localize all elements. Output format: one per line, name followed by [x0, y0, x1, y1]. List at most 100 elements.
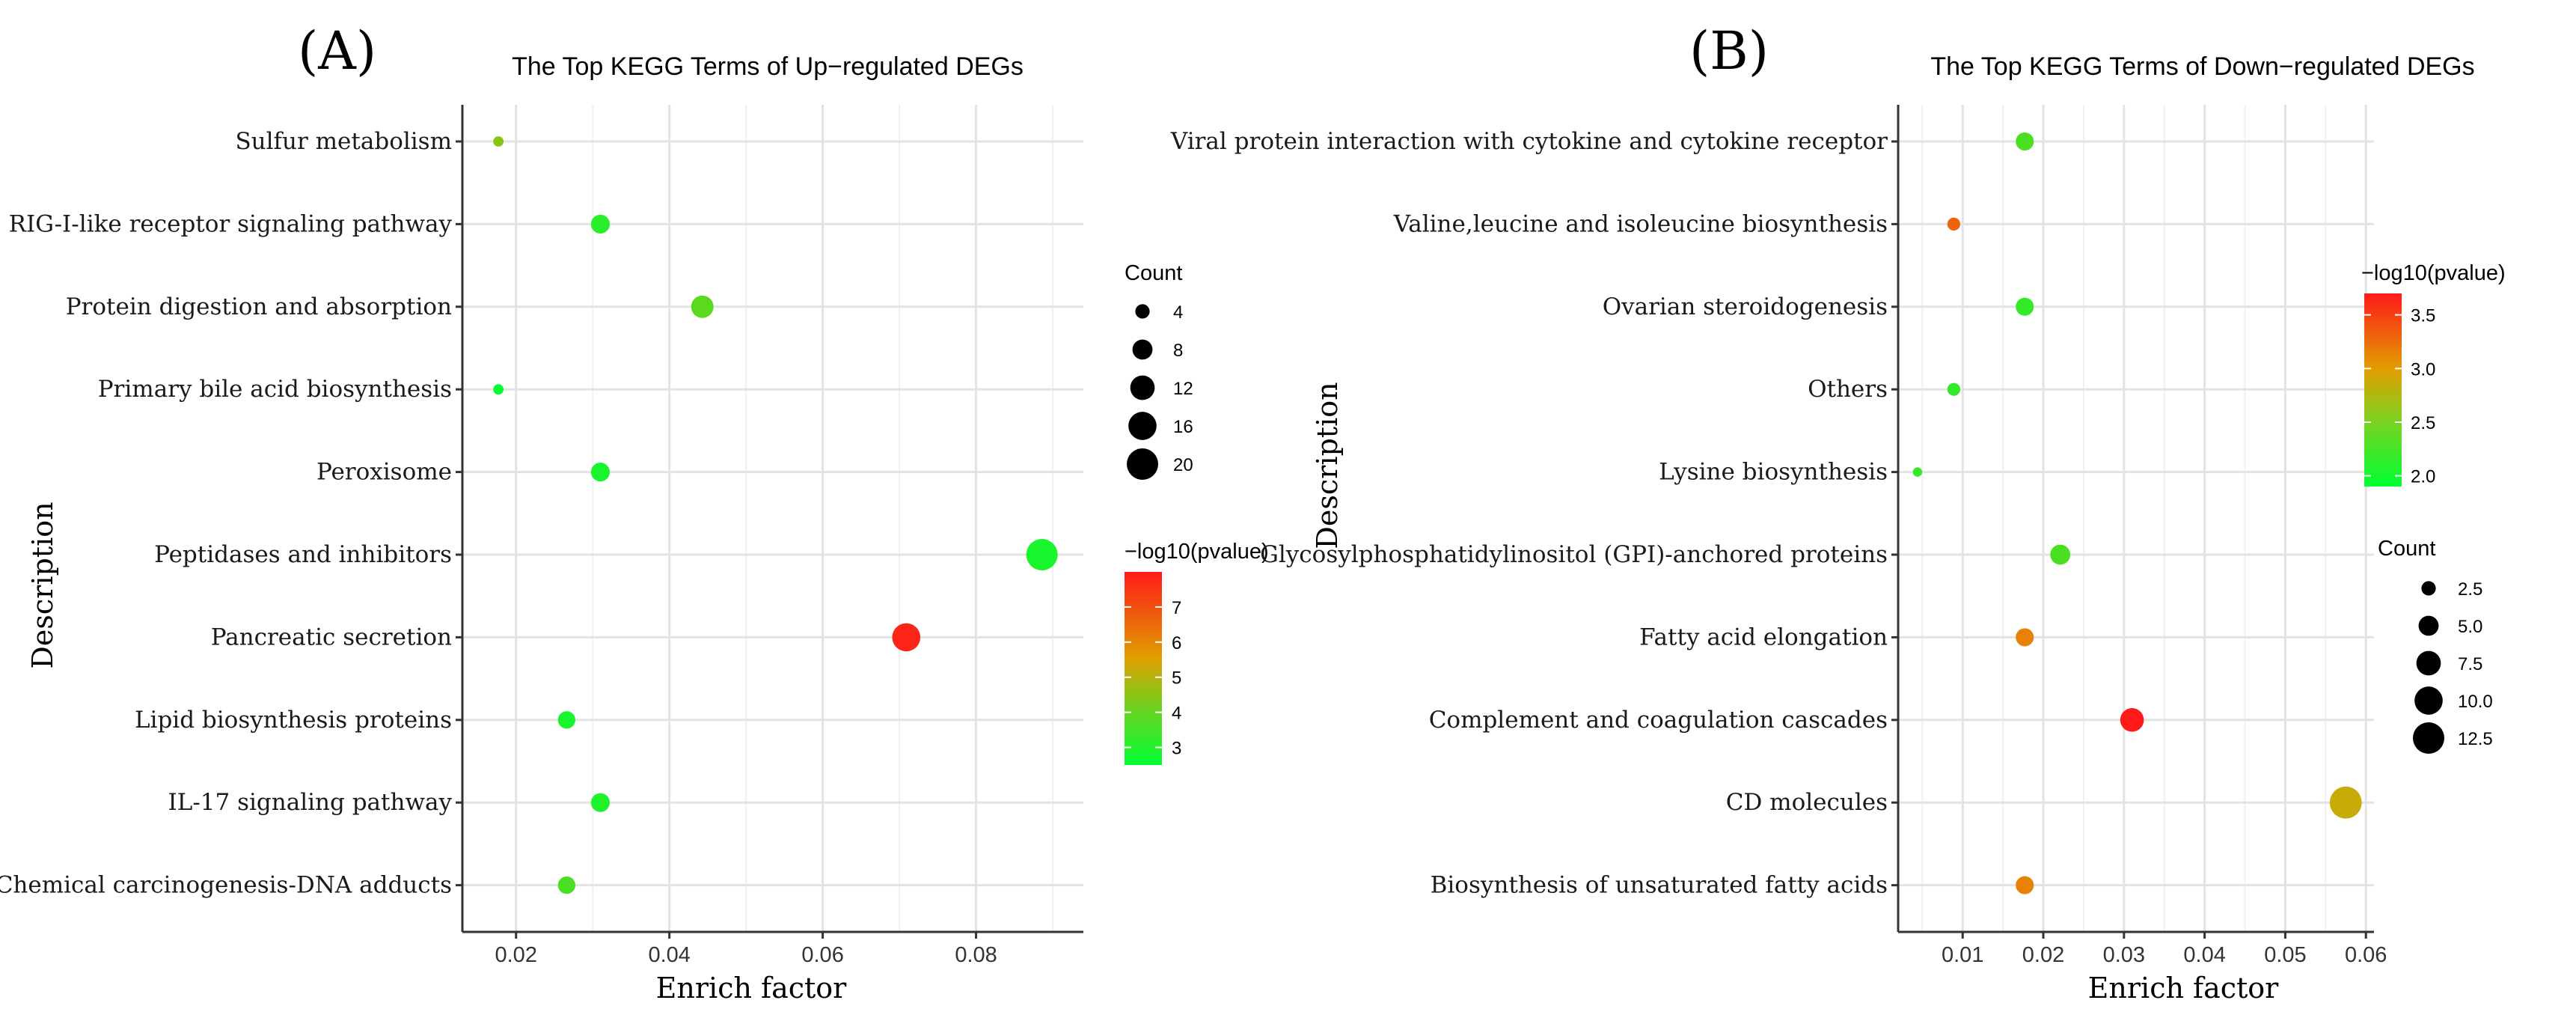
panel-a-colorbar — [1125, 572, 1162, 765]
panel-a-point — [590, 214, 611, 234]
panel-a-category-label: Protein digestion and absorption — [66, 293, 452, 320]
panel-a-category-label: Chemical carcinogenesis-DNA adducts — [0, 872, 452, 899]
panel-b: (B) The Top KEGG Terms of Down−regulated… — [1170, 20, 2506, 1005]
panel-b-title: The Top KEGG Terms of Down−regulated DEG… — [1930, 52, 2474, 81]
panel-b-count-legend-dot — [2418, 615, 2439, 636]
panel-b-count-legend: Count 2.5 5.0 7.5 10.0 12.5 — [2378, 537, 2493, 754]
panel-a-plot-background — [462, 105, 1083, 932]
panel-a-point — [493, 136, 504, 147]
panel-b-count-legend-label: 12.5 — [2458, 729, 2493, 749]
panel-a-colorbar-tick-label: 7 — [1172, 598, 1181, 618]
panel-b-x-tick-label: 0.05 — [2264, 943, 2306, 967]
panel-b-count-legend-label: 2.5 — [2458, 579, 2482, 600]
panel-a-count-legend-label: 20 — [1173, 455, 1193, 475]
panel-b-point — [1947, 382, 1961, 396]
panel-b-point — [2120, 707, 2144, 732]
panel-b-colorbar-tick-label: 2.0 — [2411, 467, 2435, 487]
panel-b-plot-area: 0.01 0.02 0.03 0.04 0.05 0.06 Viral protein in… — [1170, 105, 2387, 967]
panel-a-x-tick-label: 0.02 — [495, 943, 537, 967]
panel-b-colorbar — [2364, 293, 2402, 487]
panel-a-count-legend-dot — [1130, 375, 1155, 400]
panel-a-point — [557, 711, 576, 729]
panel-a-colorbar-tick-label: 4 — [1172, 704, 1181, 724]
panel-b-category-label: Glycosylphosphatidylinositol (GPI)-ancho… — [1260, 541, 1888, 568]
panel-a-count-legend-dot — [1127, 448, 1158, 480]
panel-b-category-label: Fatty acid elongation — [1639, 624, 1888, 650]
panel-a-point — [590, 793, 611, 812]
panel-b-point — [2329, 786, 2362, 819]
panel-b-color-legend-title: −log10(pvalue) — [2361, 261, 2506, 285]
panel-a-x-tick-label: 0.04 — [648, 943, 690, 967]
panel-a-count-legend: Count 4 8 12 16 20 — [1125, 261, 1193, 480]
panel-b-point — [2016, 876, 2034, 894]
panel-b-colorbar-tick-label: 2.5 — [2411, 413, 2435, 433]
panel-a-count-legend-label: 12 — [1173, 379, 1193, 399]
panel-a-label: (A) — [298, 20, 376, 82]
panel-b-point — [1947, 217, 1961, 231]
panel-b-category-label: CD molecules — [1726, 789, 1888, 816]
panel-a-count-legend-dot — [1132, 339, 1153, 360]
panel-a-color-legend: −log10(pvalue) 3 4 5 6 7 — [1125, 540, 1269, 765]
panel-a-point — [493, 384, 504, 395]
panel-a-category-label: Peptidases and inhibitors — [154, 541, 452, 568]
panel-b-color-legend: −log10(pvalue) 2.0 2.5 3.0 3.5 — [2361, 261, 2506, 487]
panel-a-point — [590, 463, 611, 482]
panel-b-x-tick-label: 0.06 — [2345, 943, 2387, 967]
panel-a-category-label: Sulfur metabolism — [235, 128, 452, 155]
panel-b-count-legend-dot — [2416, 650, 2441, 676]
panel-b-x-tick-label: 0.01 — [1942, 943, 1983, 967]
panel-b-count-legend-dot — [2414, 686, 2443, 715]
panel-b-y-axis-title: Description — [1311, 382, 1344, 549]
panel-a-plot-area: 0.02 0.04 0.06 0.08 Sulfur metabolism RIG-I-l… — [0, 105, 1083, 967]
panel-b-label: (B) — [1689, 20, 1769, 82]
panel-b-point — [1912, 467, 1923, 477]
panel-b-category-label: Complement and coagulation cascades — [1429, 707, 1888, 734]
panel-b-plot-background — [1898, 105, 2374, 932]
panel-a-point — [557, 876, 576, 894]
panel-a-count-legend-dot — [1135, 304, 1150, 319]
panel-a-category-label: Primary bile acid biosynthesis — [98, 376, 452, 403]
panel-a-colorbar-tick-label: 6 — [1172, 633, 1181, 653]
panel-a-category-label: Pancreatic secretion — [211, 624, 452, 650]
panel-b-count-legend-label: 10.0 — [2458, 692, 2493, 712]
panel-a-count-legend-label: 16 — [1173, 417, 1193, 437]
panel-b-x-tick-label: 0.02 — [2022, 943, 2064, 967]
panel-a-count-legend-label: 4 — [1173, 302, 1183, 323]
panel-b-count-legend-title: Count — [2378, 537, 2435, 561]
panel-b-point — [2016, 297, 2034, 316]
panel-b-category-label: Viral protein interaction with cytokine … — [1170, 128, 1888, 155]
panel-b-colorbar-tick-label: 3.5 — [2411, 306, 2435, 326]
panel-b-category-label: Others — [1808, 376, 1888, 403]
panel-a: (A) The Top KEGG Terms of Up−regulated D… — [0, 20, 1269, 1005]
panel-a-point — [691, 295, 714, 318]
panel-b-count-legend-label: 5.0 — [2458, 617, 2482, 637]
panel-a-count-legend-dot — [1128, 412, 1157, 440]
panel-b-point — [2050, 544, 2071, 565]
panel-a-count-legend-title: Count — [1125, 261, 1182, 285]
panel-b-count-legend-dot — [2413, 722, 2444, 754]
panel-b-x-tick-label: 0.03 — [2103, 943, 2145, 967]
panel-a-category-label: Peroxisome — [316, 459, 452, 486]
panel-b-x-axis-title: Enrich factor — [2088, 972, 2280, 1005]
panel-b-count-legend-label: 7.5 — [2458, 654, 2482, 674]
panel-b-colorbar-tick-label: 3.0 — [2411, 359, 2435, 380]
panel-b-point — [2016, 132, 2034, 151]
panel-a-y-axis-title: Description — [26, 502, 59, 668]
panel-b-count-legend-dot — [2421, 581, 2436, 596]
panel-a-title: The Top KEGG Terms of Up−regulated DEGs — [512, 52, 1024, 81]
panel-a-colorbar-tick-label: 3 — [1172, 739, 1181, 759]
panel-a-x-tick-label: 0.06 — [801, 943, 843, 967]
panel-a-category-label: Lipid biosynthesis proteins — [135, 707, 452, 734]
panel-a-color-legend-title: −log10(pvalue) — [1125, 540, 1269, 564]
panel-a-category-label: IL-17 signaling pathway — [168, 789, 453, 816]
panel-b-category-label: Lysine biosynthesis — [1659, 459, 1888, 486]
panel-b-x-tick-label: 0.04 — [2183, 943, 2225, 967]
panel-a-colorbar-tick-label: 5 — [1172, 668, 1181, 689]
panel-a-x-axis-title: Enrich factor — [656, 972, 848, 1005]
panel-a-point — [1026, 539, 1058, 570]
panel-b-category-label: Biosynthesis of unsaturated fatty acids — [1431, 872, 1888, 899]
panel-a-category-label: RIG-I-like receptor signaling pathway — [9, 210, 453, 237]
panel-b-category-label: Valine,leucine and isoleucine biosynthes… — [1393, 210, 1888, 237]
panel-a-point — [892, 623, 921, 652]
